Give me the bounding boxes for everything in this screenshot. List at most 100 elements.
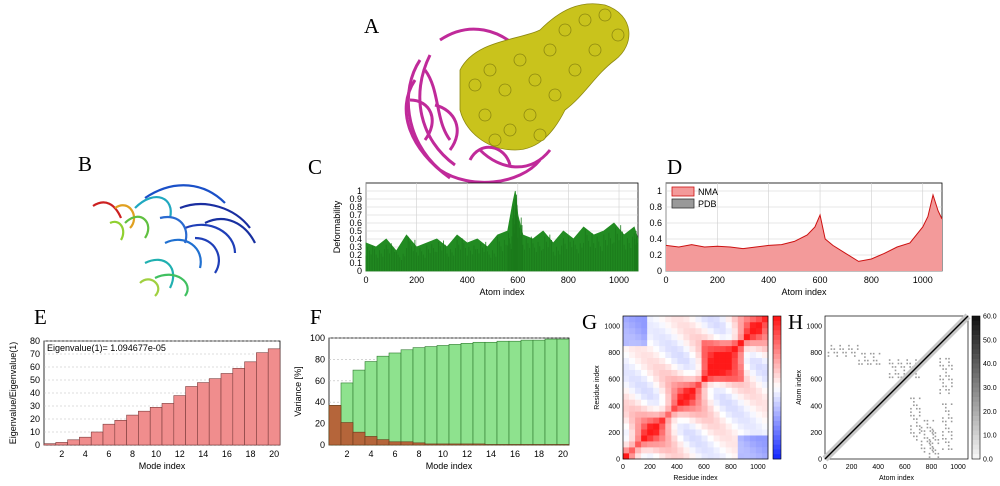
panel-letter-d: D xyxy=(667,155,683,179)
contact-point xyxy=(864,352,866,355)
contact-point xyxy=(913,432,915,434)
heatmap-cell xyxy=(629,375,636,382)
contact-point xyxy=(864,359,866,362)
heatmap-cell xyxy=(635,381,642,388)
colorbar-segment xyxy=(773,316,781,322)
contact-point xyxy=(906,359,909,361)
contact-point xyxy=(909,362,911,365)
colorbar-segment xyxy=(773,387,781,393)
heatmap-cell xyxy=(725,447,733,454)
heatmap-cell xyxy=(689,447,696,454)
contact-point xyxy=(923,447,926,450)
y-tick-label: 20 xyxy=(30,414,40,424)
heatmap-cell xyxy=(677,345,684,353)
heatmap-cell xyxy=(623,375,630,382)
heatmap-cell xyxy=(695,316,702,323)
heatmap-cell xyxy=(665,333,672,341)
heatmap-cell xyxy=(641,399,648,406)
heatmap-cell xyxy=(677,333,684,341)
heatmap-cell xyxy=(761,339,769,347)
heatmap-cell xyxy=(665,411,672,418)
contact-point xyxy=(913,401,915,403)
panel-letter-c: C xyxy=(308,155,323,179)
heatmap-cell xyxy=(647,369,654,376)
heatmap-cell xyxy=(719,441,727,448)
contact-point xyxy=(945,385,947,388)
heatmap-cell xyxy=(707,453,714,460)
heatmap-cell xyxy=(713,417,720,424)
heatmap-cell xyxy=(635,441,642,448)
x-axis-label: Atom index xyxy=(781,287,827,297)
heatmap-cell xyxy=(719,363,727,370)
heatmap-cell xyxy=(755,321,763,329)
heatmap-cell xyxy=(689,417,696,424)
heatmap-cell xyxy=(737,345,745,353)
eigen-bar xyxy=(114,420,127,446)
contact-point xyxy=(894,366,897,368)
heatmap-cell xyxy=(695,417,702,424)
heatmap-cell xyxy=(689,435,696,442)
contact-point xyxy=(891,366,894,368)
heatmap-cell xyxy=(629,429,636,436)
eigen-bar xyxy=(149,407,163,446)
contact-point xyxy=(867,359,869,362)
contact-point xyxy=(951,385,953,388)
x-tick-label: 4 xyxy=(368,449,373,459)
contact-point xyxy=(915,425,918,427)
heatmap-cell xyxy=(629,423,636,430)
heatmap-cell xyxy=(653,321,660,329)
colorbar-segment xyxy=(972,325,980,331)
heatmap-cell xyxy=(629,441,636,448)
heatmap-cell xyxy=(737,405,745,412)
heatmap-cell xyxy=(701,321,708,329)
heatmap-cell xyxy=(737,363,745,370)
colorbar-segment xyxy=(773,420,781,426)
heatmap-cell xyxy=(659,381,666,388)
heatmap-cell xyxy=(743,453,751,460)
heatmap-cell xyxy=(761,435,769,442)
colorbar-segment xyxy=(972,425,980,431)
heatmap-cell xyxy=(725,429,733,436)
heatmap-cell xyxy=(713,393,720,400)
heatmap-cell xyxy=(629,369,636,376)
heatmap-cell xyxy=(683,405,690,412)
y-tick-label: 1000 xyxy=(604,323,620,330)
eigen-bar xyxy=(232,367,245,446)
x-tick-label: 400 xyxy=(761,275,776,285)
cumulative-variance-bar xyxy=(472,341,486,446)
heatmap-cell xyxy=(653,411,660,418)
contact-point xyxy=(944,406,947,409)
heatmap-cell xyxy=(743,411,751,418)
heatmap-cell xyxy=(671,387,678,394)
heatmap-cell xyxy=(647,417,654,424)
heatmap-cell xyxy=(713,369,720,376)
contact-point xyxy=(897,359,900,361)
heatmap-cell xyxy=(719,423,727,430)
y-tick-label: 0.3 xyxy=(349,242,362,252)
y-tick-label: 80 xyxy=(315,354,325,364)
heatmap-cell xyxy=(749,345,757,353)
contact-point xyxy=(942,364,944,367)
heatmap-cell xyxy=(755,333,763,341)
heatmap-cell xyxy=(695,447,702,454)
heatmap-cell xyxy=(749,363,757,370)
contact-point xyxy=(926,419,929,422)
y-tick-label: 600 xyxy=(810,377,822,384)
cumulative-variance-bar xyxy=(532,339,546,446)
heatmap-cell xyxy=(713,327,720,335)
contact-point xyxy=(848,348,850,350)
contact-point xyxy=(853,351,856,354)
eigen-bar xyxy=(173,395,186,446)
eigen-bar xyxy=(244,361,257,446)
heatmap-cell xyxy=(707,447,714,454)
heatmap-cell xyxy=(683,423,690,430)
x-tick-label: 18 xyxy=(534,449,544,459)
heatmap-cell xyxy=(641,363,648,370)
heatmap-cell xyxy=(683,387,690,394)
heatmap-cell xyxy=(635,375,642,382)
heatmap-cell xyxy=(677,399,684,406)
heatmap-cell xyxy=(695,429,702,436)
heatmap-cell xyxy=(755,405,763,412)
heatmap-cell xyxy=(665,453,672,460)
y-tick-label: 0.4 xyxy=(649,234,662,244)
